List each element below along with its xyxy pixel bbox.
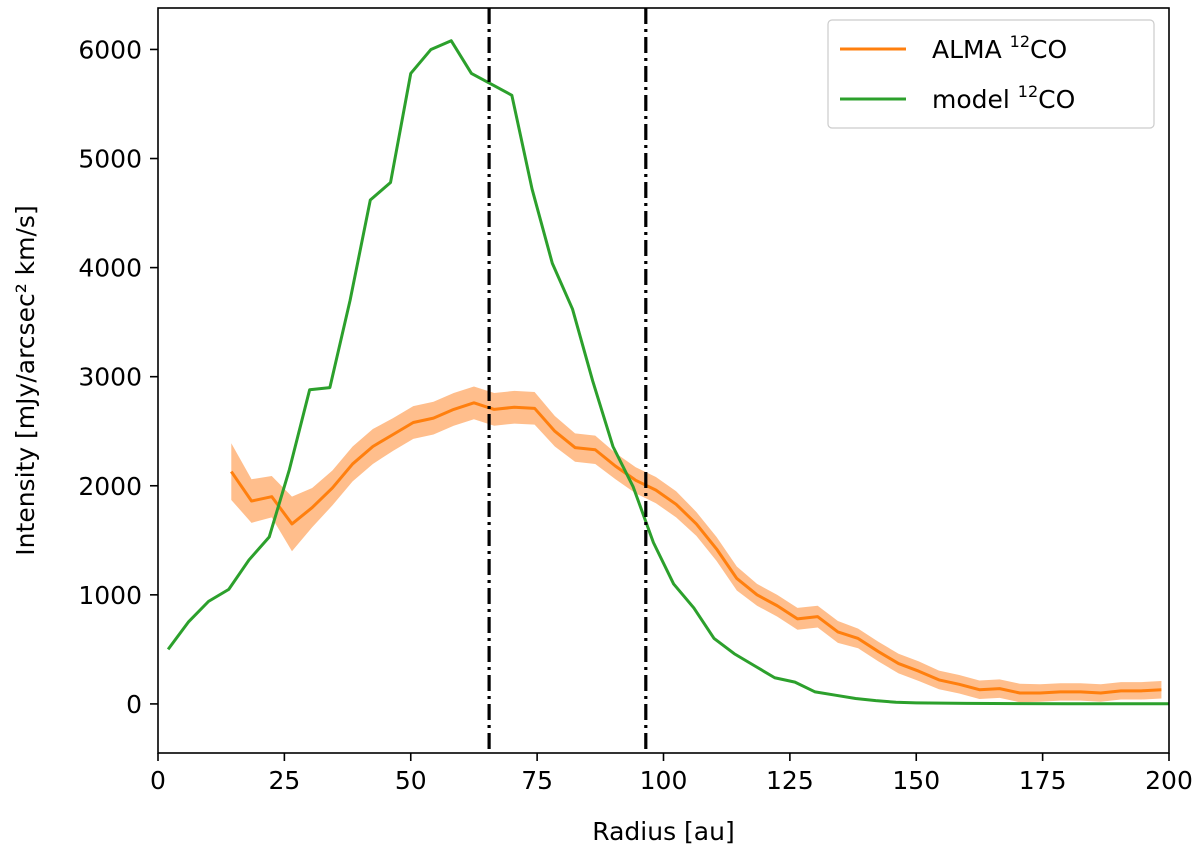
series-line-1: [166, 39, 1169, 706]
x-tick-label: 150: [892, 766, 940, 795]
vertical-markers: [487, 8, 648, 753]
x-tick-label: 75: [521, 766, 553, 795]
series-band-0: [231, 386, 1162, 703]
series-line-0: [230, 401, 1162, 695]
legend-label-model: model 12CO: [932, 82, 1075, 114]
y-tick-label: 0: [126, 690, 142, 719]
alma-uncertainty-band: [231, 386, 1162, 703]
y-tick-label: 1000: [78, 581, 142, 610]
x-tick-label: 50: [395, 766, 427, 795]
y-tick-label: 3000: [78, 363, 142, 392]
y-tick-label: 4000: [78, 254, 142, 283]
y-tick-label: 5000: [78, 145, 142, 174]
x-tick-label: 200: [1145, 766, 1193, 795]
x-tick-label: 0: [150, 766, 166, 795]
legend-label-alma: ALMA 12CO: [932, 32, 1067, 64]
axis-ticks: 0 25 50 75 100 125 150 175 200010002000300040005…: [78, 35, 1192, 795]
x-tick-label: 25: [268, 766, 300, 795]
y-axis-label: Intensity [mJy/arcsec² km/s]: [11, 205, 40, 555]
series-lines: [166, 39, 1169, 706]
y-tick-label: 6000: [78, 35, 142, 64]
legend: ALMA 12CO model 12CO: [827, 19, 1155, 129]
y-tick-label: 2000: [78, 472, 142, 501]
legend-box: [827, 19, 1155, 129]
x-tick-label: 100: [640, 766, 688, 795]
x-axis-label: Radius [au]: [592, 817, 734, 846]
x-tick-label: 175: [1019, 766, 1067, 795]
x-tick-label: 125: [766, 766, 814, 795]
